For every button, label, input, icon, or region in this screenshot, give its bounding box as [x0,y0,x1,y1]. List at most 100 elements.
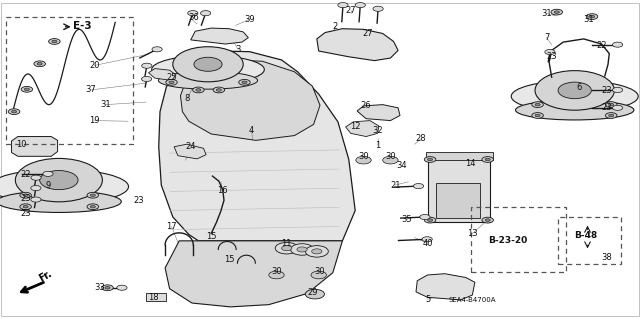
Circle shape [31,175,41,180]
Polygon shape [165,241,342,307]
Text: 20: 20 [90,61,100,70]
Circle shape [305,246,328,257]
Bar [426,152,493,160]
Text: 15: 15 [206,232,216,241]
Text: 34: 34 [397,161,407,170]
Text: 27: 27 [362,29,372,38]
Circle shape [482,217,493,223]
Text: 17: 17 [166,222,177,231]
Text: 23: 23 [602,103,612,112]
Circle shape [532,102,543,108]
Text: 3: 3 [236,45,241,54]
Circle shape [609,103,614,106]
Polygon shape [148,69,176,80]
Circle shape [612,105,623,110]
Polygon shape [191,28,248,44]
Circle shape [141,63,152,68]
Circle shape [37,63,42,65]
Text: 26: 26 [361,101,371,110]
Circle shape [612,87,623,93]
Circle shape [90,194,95,197]
Text: 32: 32 [372,126,383,135]
Circle shape [605,102,617,108]
Circle shape [21,86,33,92]
Text: 25: 25 [166,73,177,82]
Text: B-23-20: B-23-20 [488,236,528,245]
Text: 29: 29 [307,288,317,297]
Circle shape [424,157,436,162]
Circle shape [31,186,41,191]
Circle shape [15,159,102,202]
Circle shape [558,82,591,99]
Circle shape [31,197,41,202]
Polygon shape [180,60,320,140]
Text: 6: 6 [577,83,582,92]
Text: 4: 4 [249,126,254,135]
Circle shape [43,171,53,176]
Text: 30: 30 [385,152,396,161]
Text: 23: 23 [20,194,31,203]
Polygon shape [174,144,206,159]
Text: 28: 28 [416,134,426,143]
Circle shape [305,289,324,299]
Circle shape [355,3,365,8]
Circle shape [40,171,78,190]
Circle shape [311,271,326,279]
Circle shape [24,88,29,91]
Circle shape [87,204,99,210]
Circle shape [612,42,623,47]
Text: 30: 30 [315,267,325,276]
Circle shape [239,79,250,85]
Circle shape [535,114,540,117]
Circle shape [535,103,540,106]
Bar [428,156,490,222]
Text: 14: 14 [465,159,476,168]
Polygon shape [416,274,475,300]
Ellipse shape [516,100,634,120]
Text: 30: 30 [271,267,282,276]
Polygon shape [346,121,379,137]
Text: 12: 12 [350,122,360,131]
Circle shape [20,192,31,198]
Circle shape [102,285,113,291]
Circle shape [485,219,490,221]
Text: 37: 37 [86,85,96,94]
Circle shape [87,192,99,198]
Text: 27: 27 [346,6,356,15]
Circle shape [12,110,17,113]
Circle shape [535,70,614,110]
Text: 35: 35 [401,215,412,224]
Circle shape [34,61,45,67]
Text: 1: 1 [375,141,380,150]
Circle shape [551,9,563,15]
Circle shape [586,14,598,19]
Circle shape [422,237,432,242]
Circle shape [275,242,298,254]
Circle shape [23,194,28,197]
Circle shape [105,286,110,289]
Circle shape [166,79,177,85]
Polygon shape [159,51,355,241]
Circle shape [383,156,398,164]
Text: 31: 31 [584,15,594,24]
Circle shape [312,249,322,254]
Text: 15: 15 [224,255,234,263]
Text: 8: 8 [185,94,190,103]
Text: 7: 7 [544,33,549,42]
Circle shape [297,247,307,252]
Text: B-48: B-48 [575,231,598,240]
Circle shape [413,183,424,189]
Circle shape [20,204,31,210]
Circle shape [196,89,201,91]
Text: 22: 22 [596,41,607,50]
Circle shape [609,114,614,117]
Bar [146,293,166,301]
Circle shape [338,3,348,8]
Text: 23: 23 [20,209,31,218]
Circle shape [482,157,493,162]
Circle shape [141,77,152,82]
Circle shape [90,205,95,208]
Circle shape [242,81,247,84]
Circle shape [194,57,222,71]
Circle shape [428,158,433,161]
